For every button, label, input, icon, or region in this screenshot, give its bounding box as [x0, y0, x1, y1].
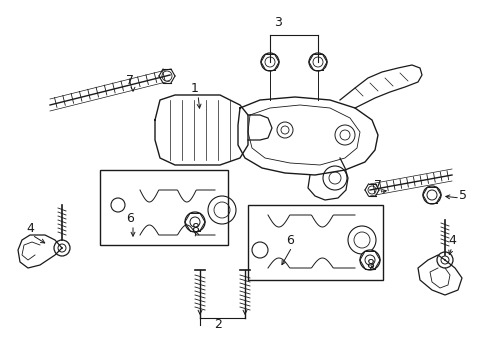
Text: 5: 5: [458, 189, 466, 202]
Circle shape: [184, 212, 204, 232]
Text: 3: 3: [273, 15, 282, 28]
Circle shape: [359, 250, 379, 270]
Circle shape: [261, 53, 279, 71]
Text: 1: 1: [191, 81, 199, 95]
Text: 2: 2: [214, 319, 222, 332]
Text: 4: 4: [447, 234, 455, 247]
Text: 7: 7: [373, 179, 381, 192]
Text: 6: 6: [285, 234, 293, 247]
Circle shape: [308, 53, 326, 71]
Text: 8: 8: [365, 258, 373, 271]
Text: 8: 8: [191, 221, 199, 234]
Bar: [100, 170, 227, 245]
Bar: [247, 205, 382, 280]
Text: 6: 6: [126, 212, 134, 225]
Text: 4: 4: [26, 221, 34, 234]
Text: 7: 7: [126, 73, 134, 86]
